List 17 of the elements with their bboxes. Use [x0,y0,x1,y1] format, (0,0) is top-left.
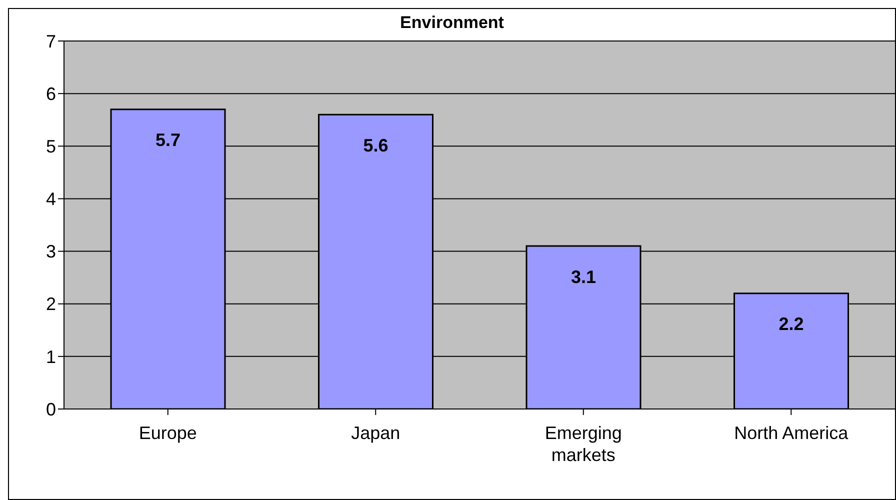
data-label: 2.2 [778,314,804,334]
y-tick-label: 7 [46,31,56,52]
data-label: 5.7 [155,130,181,150]
x-tick-label: Japan [351,423,400,443]
chart-title: Environment [399,13,505,33]
x-tick-label: Europe [138,423,197,443]
y-tick-label: 1 [46,346,56,367]
y-tick-label: 4 [46,189,56,210]
y-tick-label: 6 [46,84,56,104]
y-tick-label: 2 [46,294,56,314]
y-tick-label: 3 [46,242,56,262]
data-label: 5.6 [363,135,388,156]
x-tick-label: Emerging markets [544,423,622,465]
y-tick-label: 5 [46,136,56,157]
x-tick-label: North America [734,423,850,443]
data-label: 3.1 [570,266,596,287]
y-tick-label: 0 [46,399,56,420]
